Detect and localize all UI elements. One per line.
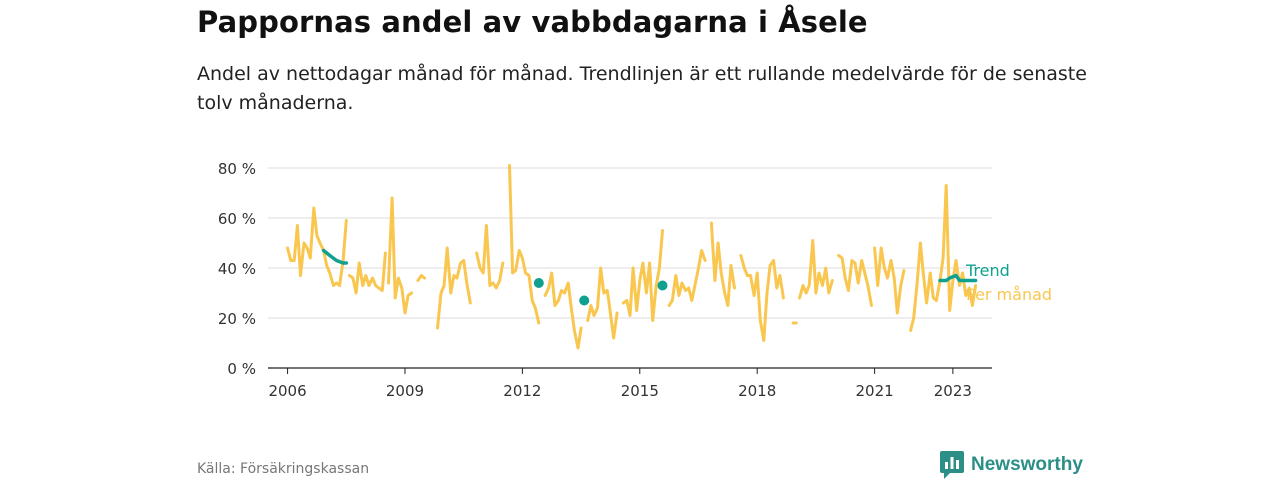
series-line	[667, 249, 707, 307]
x-axis: 2006 2009 2012 2015 2018 2021 2023	[268, 367, 992, 400]
series-line	[739, 254, 785, 342]
x-tick-label: 2023	[934, 382, 972, 400]
series-line	[416, 274, 426, 282]
x-tick-label: 2009	[386, 382, 424, 400]
brand-logo[interactable]: Newsworthy	[940, 451, 1083, 479]
series-line	[873, 246, 906, 315]
y-tick-label: 20 %	[218, 310, 256, 328]
series-line	[586, 266, 619, 340]
series-lines	[286, 164, 978, 350]
newsworthy-logo-icon	[940, 451, 964, 479]
legend: Trend Per månad	[965, 261, 1052, 304]
line-chart: 0 % 20 % 40 % 60 % 80 % 2006 2009 2012 2015 2018…	[218, 160, 1052, 400]
x-tick-label: 2006	[268, 382, 306, 400]
gridlines	[268, 167, 992, 319]
series-line	[938, 273, 978, 283]
series-line	[909, 184, 978, 332]
y-axis: 0 % 20 % 40 % 60 % 80 %	[218, 160, 256, 378]
chart-subtitle: Andel av nettodagar månad för månad. Tre…	[197, 63, 1087, 114]
series-line	[286, 206, 348, 287]
series-line	[837, 254, 873, 307]
brand-name: Newsworthy	[971, 454, 1083, 475]
series-line	[347, 251, 387, 295]
y-tick-label: 80 %	[218, 160, 256, 178]
x-tick-label: 2018	[738, 382, 776, 400]
x-tick-label: 2012	[503, 382, 541, 400]
series-line	[621, 229, 664, 322]
y-tick-label: 40 %	[218, 260, 256, 278]
x-tick-label: 2021	[856, 382, 894, 400]
series-line	[508, 164, 541, 325]
x-tick-label: 2015	[621, 382, 659, 400]
source-note: Källa: Försäkringskassan	[197, 461, 370, 477]
legend-label: Per månad	[966, 285, 1052, 304]
series-point	[657, 280, 668, 291]
series-line	[321, 248, 349, 265]
series-point	[533, 278, 544, 288]
series-line	[387, 196, 414, 315]
series-point	[579, 295, 590, 306]
y-tick-label: 0 %	[227, 360, 256, 378]
legend-label: Trend	[965, 261, 1010, 280]
y-tick-label: 60 %	[218, 210, 256, 228]
series-line	[798, 239, 834, 300]
series-line	[543, 271, 583, 350]
series-line	[436, 246, 472, 330]
series-line	[475, 224, 505, 290]
chart-title: Pappornas andel av vabbdagarna i Åsele	[197, 5, 868, 39]
series-line	[709, 221, 736, 307]
